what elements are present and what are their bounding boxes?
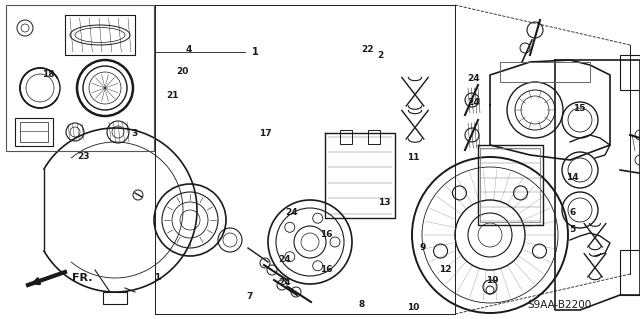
Text: 18: 18 (42, 70, 54, 79)
Text: 23: 23 (77, 152, 90, 161)
Text: 21: 21 (166, 91, 179, 100)
Text: 24: 24 (467, 98, 480, 107)
Text: 8: 8 (358, 300, 365, 309)
Text: 7: 7 (246, 292, 253, 301)
Bar (15, 118, 53, 146)
Text: 2: 2 (378, 51, 384, 60)
Text: 6: 6 (570, 208, 576, 217)
Bar (6, 5, 154, 151)
Bar (103, 292, 127, 304)
Text: 10: 10 (406, 303, 419, 312)
Text: 15: 15 (573, 104, 586, 113)
Bar (368, 130, 380, 144)
Text: 13: 13 (378, 198, 390, 207)
Text: 24: 24 (278, 278, 291, 287)
Text: 14: 14 (566, 173, 579, 182)
Text: S9AA-B2200: S9AA-B2200 (528, 300, 592, 310)
Bar (480, 148, 540, 222)
Bar (620, 55, 640, 90)
Text: 24: 24 (285, 208, 298, 217)
Text: 12: 12 (438, 265, 451, 274)
Text: 11: 11 (406, 153, 419, 162)
Text: 9: 9 (419, 243, 426, 252)
Text: 4: 4 (186, 45, 192, 54)
Bar (20, 122, 48, 142)
Text: 19: 19 (486, 276, 499, 285)
Text: 1: 1 (154, 273, 160, 282)
Text: 17: 17 (259, 130, 272, 138)
Bar (340, 130, 352, 144)
Text: 16: 16 (320, 230, 333, 239)
Text: 5: 5 (570, 225, 576, 234)
Text: FR.: FR. (72, 273, 92, 283)
Text: 3: 3 (131, 130, 138, 138)
Text: 22: 22 (362, 45, 374, 54)
Text: 24: 24 (467, 74, 480, 83)
Bar (500, 62, 590, 82)
Text: 24: 24 (278, 256, 291, 264)
Text: 20: 20 (176, 67, 189, 76)
Bar (620, 250, 640, 295)
Text: 16: 16 (320, 265, 333, 274)
Text: 1: 1 (252, 47, 259, 57)
